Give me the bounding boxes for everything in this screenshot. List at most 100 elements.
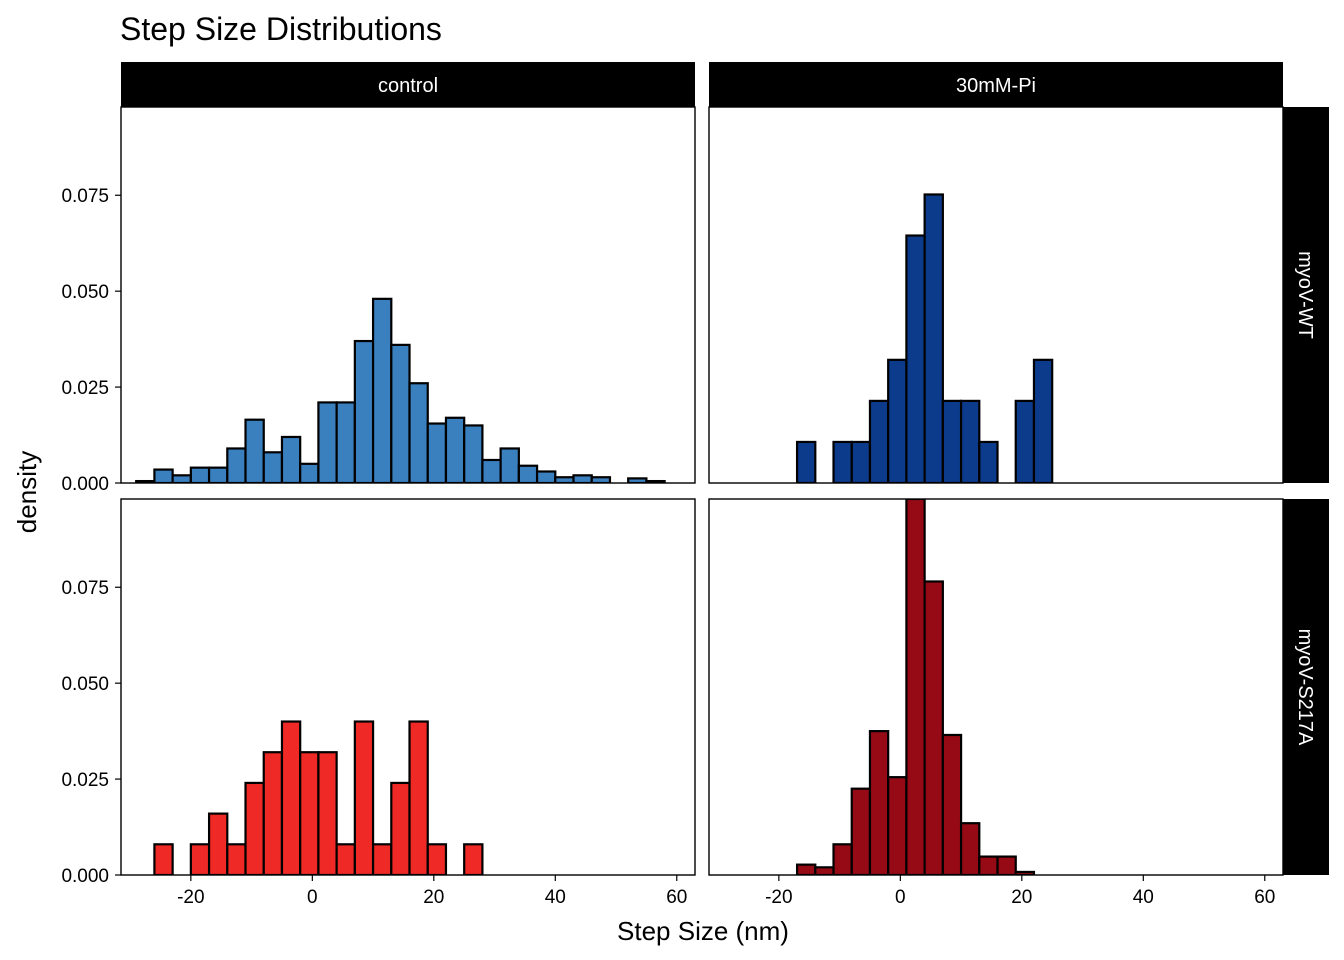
histogram-bar xyxy=(317,401,338,483)
histogram-bar xyxy=(426,422,448,483)
histogram-bar xyxy=(905,499,926,875)
x-tick-label: 40 xyxy=(545,887,566,908)
histogram-bar xyxy=(353,720,375,875)
histogram-bar xyxy=(1014,399,1036,483)
facet-strip-label: myoV-S217A xyxy=(1294,629,1316,746)
x-tick-label: 40 xyxy=(1133,887,1154,908)
panel-30mm-pi-myov-s217a xyxy=(708,498,1284,876)
panel-control-myov-wt xyxy=(120,106,696,484)
facet-strip-label: myoV-WT xyxy=(1294,251,1316,339)
histogram-bar xyxy=(832,843,853,875)
y-tick-label: 0.050 xyxy=(61,674,109,695)
histogram-bar xyxy=(390,343,411,483)
x-tick-label: -20 xyxy=(177,887,204,908)
y-tick-label: 0.050 xyxy=(61,282,109,303)
panels-layer: control 30mM-Pi myoV-WT myoV-S217A 0.000 0.02… xyxy=(61,62,1329,908)
histogram-bars xyxy=(153,720,484,875)
y-tick-label: 0.025 xyxy=(61,770,109,791)
histogram-bar xyxy=(554,476,575,483)
histogram-bar xyxy=(1032,358,1054,483)
histogram-bar xyxy=(923,193,944,483)
histogram-bar xyxy=(941,399,963,483)
histogram-bar xyxy=(280,720,302,875)
histogram-bar xyxy=(262,451,284,483)
histogram-bar xyxy=(299,751,320,875)
panel-border xyxy=(120,106,696,484)
histogram-bar xyxy=(868,730,890,875)
histogram-bar xyxy=(535,470,557,483)
histogram-bar xyxy=(371,843,393,875)
x-tick-label: 0 xyxy=(307,887,318,908)
panel-control-myov-s217a xyxy=(120,498,696,876)
y-tick-label: 0.000 xyxy=(61,866,109,887)
histogram-bar xyxy=(335,843,356,875)
histogram-bar xyxy=(262,751,284,875)
histogram-bar xyxy=(887,358,908,483)
facet-strip-label: control xyxy=(378,75,438,97)
histogram-bar xyxy=(499,447,520,483)
histogram-bar xyxy=(996,855,1017,875)
histogram-bar xyxy=(171,474,192,483)
histogram-bar xyxy=(408,382,429,483)
x-tick-label: 60 xyxy=(1254,887,1275,908)
histogram-bar xyxy=(959,399,981,483)
histogram-bar xyxy=(850,440,872,483)
histogram-bar xyxy=(463,424,484,483)
histogram-bar xyxy=(444,416,466,483)
histogram-bar xyxy=(887,776,908,875)
histogram-bar xyxy=(390,781,411,875)
histogram-bars xyxy=(135,297,666,483)
histogram-bar xyxy=(189,466,211,483)
facet-strip-myov-wt: myoV-WT xyxy=(1283,107,1329,483)
facet-strip-30mm-pi: 30mM-Pi xyxy=(709,62,1283,107)
facet-strip-label: 30mM-Pi xyxy=(956,75,1036,97)
histogram-bar xyxy=(850,787,872,875)
histogram-bar xyxy=(517,464,539,483)
histogram-bar xyxy=(226,843,247,875)
y-tick-label: 0.000 xyxy=(61,474,109,495)
histogram-bar xyxy=(572,474,593,483)
facet-strip-bg xyxy=(1283,499,1329,875)
y-tick-label: 0.075 xyxy=(61,578,109,599)
histogram-bar xyxy=(299,462,320,483)
histogram-bar xyxy=(978,440,999,483)
histogram-bar xyxy=(590,476,612,483)
facet-strip-myov-s217a: myoV-S217A xyxy=(1283,499,1329,875)
x-tick-label: 60 xyxy=(666,887,687,908)
y-axis-row-1: 0.000 0.025 0.050 0.075 xyxy=(61,186,121,495)
histogram-bar xyxy=(426,843,448,875)
histogram-bar xyxy=(153,468,174,483)
histogram-bar xyxy=(795,440,817,483)
histogram-bar xyxy=(244,781,265,875)
panel-border xyxy=(120,498,696,876)
histogram-bar xyxy=(317,751,338,875)
histogram-bar xyxy=(959,822,981,875)
y-tick-label: 0.075 xyxy=(61,186,109,207)
histogram-bars xyxy=(795,193,1054,483)
histogram-bar xyxy=(978,855,999,875)
histogram-bar xyxy=(207,812,229,875)
histogram-bar xyxy=(645,479,666,483)
histogram-bars xyxy=(795,499,1036,875)
x-tick-label: 20 xyxy=(1011,887,1032,908)
facet-strip-bg xyxy=(709,62,1283,107)
x-axis-label: Step Size (nm) xyxy=(617,916,789,946)
facet-strip-control: control xyxy=(121,62,695,107)
histogram-bar xyxy=(941,733,963,875)
histogram-bar xyxy=(244,418,265,483)
histogram-bar xyxy=(371,297,393,483)
x-axis-col-2: -20 0 20 40 60 xyxy=(765,875,1275,908)
histogram-bar xyxy=(226,447,247,483)
y-tick-label: 0.025 xyxy=(61,378,109,399)
x-tick-label: 0 xyxy=(895,887,906,908)
histogram-bar xyxy=(832,440,853,483)
histogram-bar xyxy=(463,843,484,875)
facet-strip-bg xyxy=(121,62,695,107)
histogram-bar xyxy=(905,234,926,483)
x-axis-col-1: -20 0 20 40 60 xyxy=(177,875,687,908)
histogram-bar xyxy=(280,435,302,483)
histogram-bar xyxy=(207,466,229,483)
facet-strip-bg xyxy=(1283,107,1329,483)
